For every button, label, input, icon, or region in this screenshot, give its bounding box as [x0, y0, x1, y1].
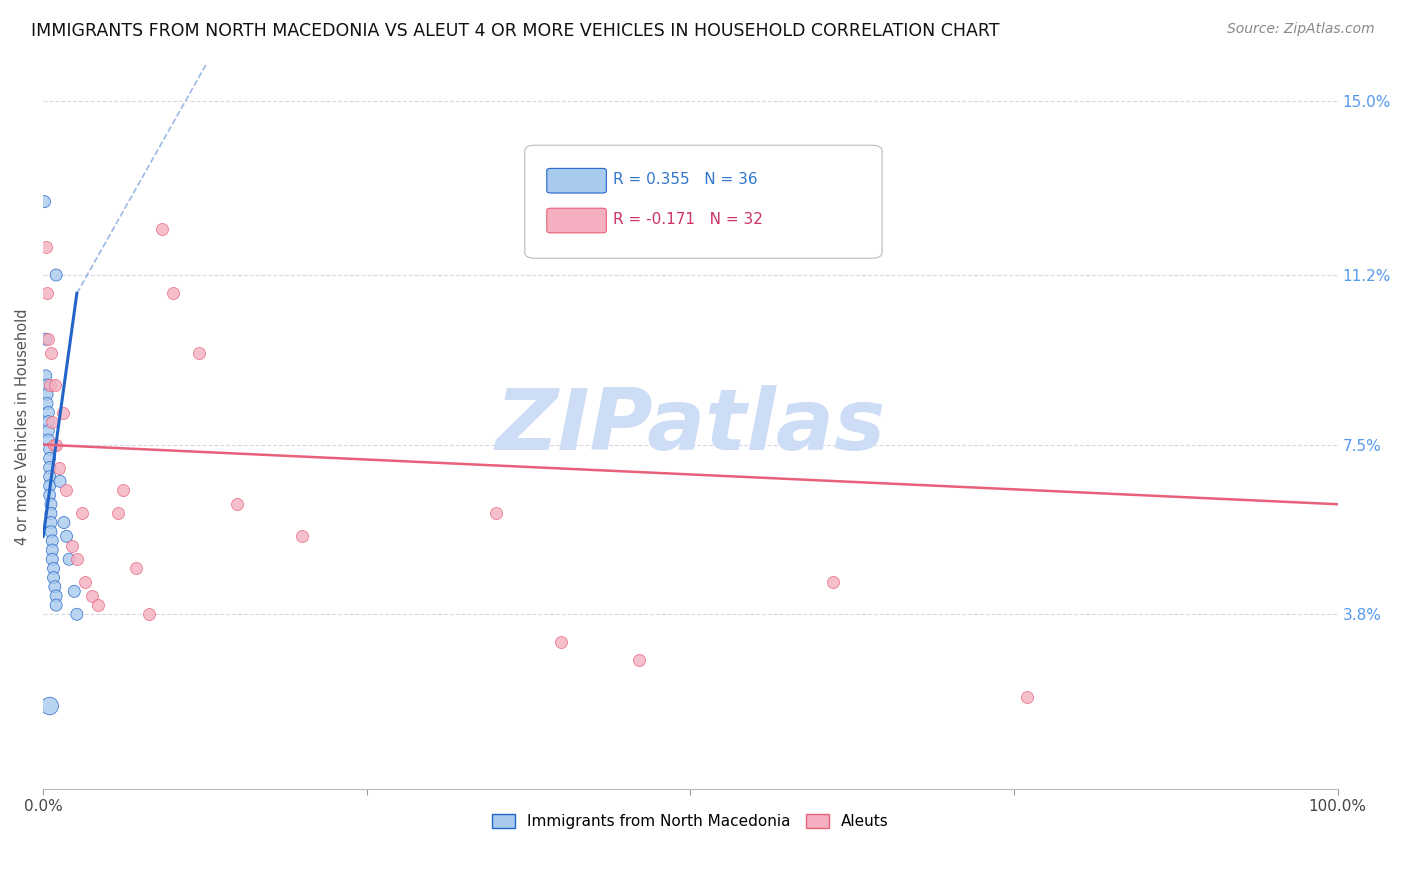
Point	[39, 524, 62, 539]
Point	[66, 607, 89, 622]
Point	[39, 507, 62, 521]
FancyBboxPatch shape	[524, 145, 882, 258]
Point	[45, 268, 67, 282]
Point	[1015, 690, 1038, 704]
Point	[37, 433, 59, 447]
Point	[38, 460, 60, 475]
Point	[52, 405, 75, 419]
Point	[35, 286, 58, 301]
Point	[37, 424, 59, 438]
Point	[35, 378, 58, 392]
Point	[550, 635, 572, 649]
Point	[138, 607, 160, 622]
Point	[45, 598, 67, 612]
Point	[38, 378, 60, 392]
Point	[38, 488, 60, 502]
Point	[35, 332, 58, 346]
Text: IMMIGRANTS FROM NORTH MACEDONIA VS ALEUT 4 OR MORE VEHICLES IN HOUSEHOLD CORRELA: IMMIGRANTS FROM NORTH MACEDONIA VS ALEUT…	[31, 22, 1000, 40]
Point	[82, 589, 104, 603]
Point	[37, 415, 59, 429]
Point	[45, 589, 67, 603]
Text: Source: ZipAtlas.com: Source: ZipAtlas.com	[1227, 22, 1375, 37]
Point	[35, 387, 58, 401]
Text: R = 0.355   N = 36: R = 0.355 N = 36	[613, 172, 758, 187]
Legend: Immigrants from North Macedonia, Aleuts: Immigrants from North Macedonia, Aleuts	[486, 807, 896, 835]
Point	[37, 332, 59, 346]
Point	[35, 368, 58, 383]
Point	[66, 552, 89, 566]
Point	[63, 584, 86, 599]
Point	[73, 575, 96, 590]
Point	[38, 469, 60, 483]
Point	[39, 346, 62, 360]
Point	[485, 507, 508, 521]
FancyBboxPatch shape	[547, 169, 606, 193]
Point	[38, 451, 60, 466]
Point	[49, 475, 72, 489]
Point	[38, 698, 60, 713]
Point	[55, 483, 77, 498]
Point	[821, 575, 844, 590]
Point	[41, 415, 63, 429]
Point	[86, 598, 108, 612]
Point	[42, 571, 65, 585]
Point	[35, 396, 58, 410]
Point	[39, 516, 62, 530]
Point	[48, 460, 70, 475]
Point	[125, 561, 148, 575]
Point	[107, 507, 129, 521]
Text: ZIPatlas: ZIPatlas	[495, 384, 886, 467]
Point	[42, 437, 65, 451]
Point	[150, 222, 173, 236]
Point	[52, 516, 75, 530]
Point	[35, 240, 58, 254]
Point	[55, 529, 77, 543]
Point	[34, 194, 56, 209]
Text: R = -0.171   N = 32: R = -0.171 N = 32	[613, 212, 762, 227]
Point	[187, 346, 209, 360]
Point	[44, 378, 66, 392]
FancyBboxPatch shape	[547, 208, 606, 233]
Point	[112, 483, 135, 498]
Point	[60, 539, 83, 553]
Point	[627, 653, 650, 667]
Point	[162, 286, 184, 301]
Point	[44, 580, 66, 594]
Point	[42, 561, 65, 575]
Point	[41, 533, 63, 548]
Point	[41, 543, 63, 558]
Y-axis label: 4 or more Vehicles in Household: 4 or more Vehicles in Household	[15, 308, 30, 544]
Point	[41, 552, 63, 566]
Point	[38, 479, 60, 493]
Point	[58, 552, 80, 566]
Point	[226, 497, 249, 511]
Point	[45, 437, 67, 451]
Point	[37, 405, 59, 419]
Point	[70, 507, 93, 521]
Point	[291, 529, 314, 543]
Point	[39, 497, 62, 511]
Point	[38, 442, 60, 457]
